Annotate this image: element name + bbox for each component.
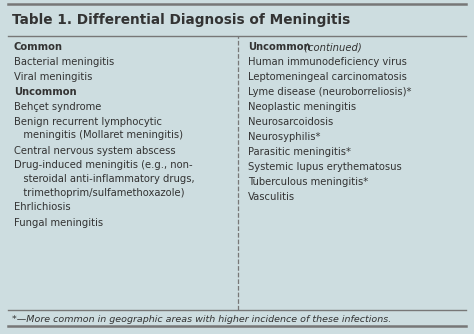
Text: Neurosarcoidosis: Neurosarcoidosis bbox=[248, 117, 333, 127]
Text: *—More common in geographic areas with higher incidence of these infections.: *—More common in geographic areas with h… bbox=[12, 316, 391, 325]
Text: Common: Common bbox=[14, 42, 63, 52]
Text: Leptomeningeal carcinomatosis: Leptomeningeal carcinomatosis bbox=[248, 72, 407, 82]
Text: Drug-induced meningitis (e.g., non-: Drug-induced meningitis (e.g., non- bbox=[14, 161, 192, 170]
Text: Ehrlichiosis: Ehrlichiosis bbox=[14, 202, 71, 212]
Text: Table 1. Differential Diagnosis of Meningitis: Table 1. Differential Diagnosis of Menin… bbox=[12, 13, 350, 27]
Text: Central nervous system abscess: Central nervous system abscess bbox=[14, 146, 176, 156]
Text: (continued): (continued) bbox=[301, 42, 362, 52]
Text: steroidal anti-inflammatory drugs,: steroidal anti-inflammatory drugs, bbox=[14, 174, 195, 184]
Text: Neurosyphilis*: Neurosyphilis* bbox=[248, 132, 320, 142]
Text: Parasitic meningitis*: Parasitic meningitis* bbox=[248, 147, 351, 157]
Text: Human immunodeficiency virus: Human immunodeficiency virus bbox=[248, 57, 407, 67]
Text: trimethoprim/sulfamethoxazole): trimethoprim/sulfamethoxazole) bbox=[14, 187, 184, 197]
Text: Vasculitis: Vasculitis bbox=[248, 192, 295, 202]
Text: Systemic lupus erythematosus: Systemic lupus erythematosus bbox=[248, 162, 401, 172]
Text: Neoplastic meningitis: Neoplastic meningitis bbox=[248, 102, 356, 112]
Text: Bacterial meningitis: Bacterial meningitis bbox=[14, 57, 114, 67]
Text: Uncommon: Uncommon bbox=[14, 87, 77, 97]
Text: Behçet syndrome: Behçet syndrome bbox=[14, 102, 101, 112]
Text: Benign recurrent lymphocytic: Benign recurrent lymphocytic bbox=[14, 117, 162, 127]
Text: Lyme disease (neuroborreliosis)*: Lyme disease (neuroborreliosis)* bbox=[248, 87, 411, 97]
Text: Fungal meningitis: Fungal meningitis bbox=[14, 217, 103, 227]
Text: meningitis (Mollaret meningitis): meningitis (Mollaret meningitis) bbox=[14, 131, 183, 141]
Text: Uncommon: Uncommon bbox=[248, 42, 310, 52]
Text: Viral meningitis: Viral meningitis bbox=[14, 72, 92, 82]
Text: Tuberculous meningitis*: Tuberculous meningitis* bbox=[248, 177, 368, 187]
